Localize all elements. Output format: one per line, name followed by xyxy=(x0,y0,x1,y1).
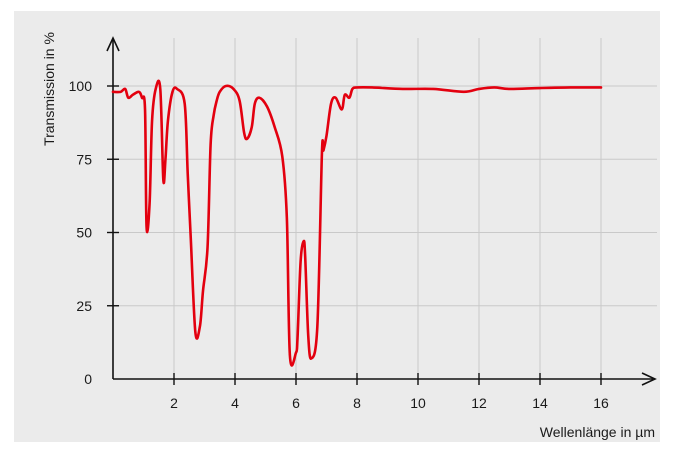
x-tick-label: 6 xyxy=(292,395,300,411)
x-tick-label: 16 xyxy=(593,395,609,411)
x-tick-label: 14 xyxy=(532,395,548,411)
y-tick-label: 100 xyxy=(69,78,93,94)
y-tick-label: 25 xyxy=(76,298,92,314)
transmission-series-line xyxy=(111,79,603,367)
x-tick-label: 12 xyxy=(471,395,487,411)
x-tick-label: 8 xyxy=(353,395,361,411)
x-tick-label: 10 xyxy=(410,395,426,411)
chart-background xyxy=(14,11,660,442)
y-axis-arrow xyxy=(106,36,120,52)
y-axis-title: Transmission in % xyxy=(41,32,57,146)
y-tick-label: 50 xyxy=(76,225,92,241)
y-tick-label: 0 xyxy=(84,371,92,387)
y-tick-label: 75 xyxy=(76,151,92,167)
x-axis-title: Wellenlänge in µm xyxy=(540,424,655,440)
x-axis-arrow xyxy=(641,372,657,386)
x-tick-label: 2 xyxy=(170,395,178,411)
x-tick-label: 4 xyxy=(231,395,239,411)
